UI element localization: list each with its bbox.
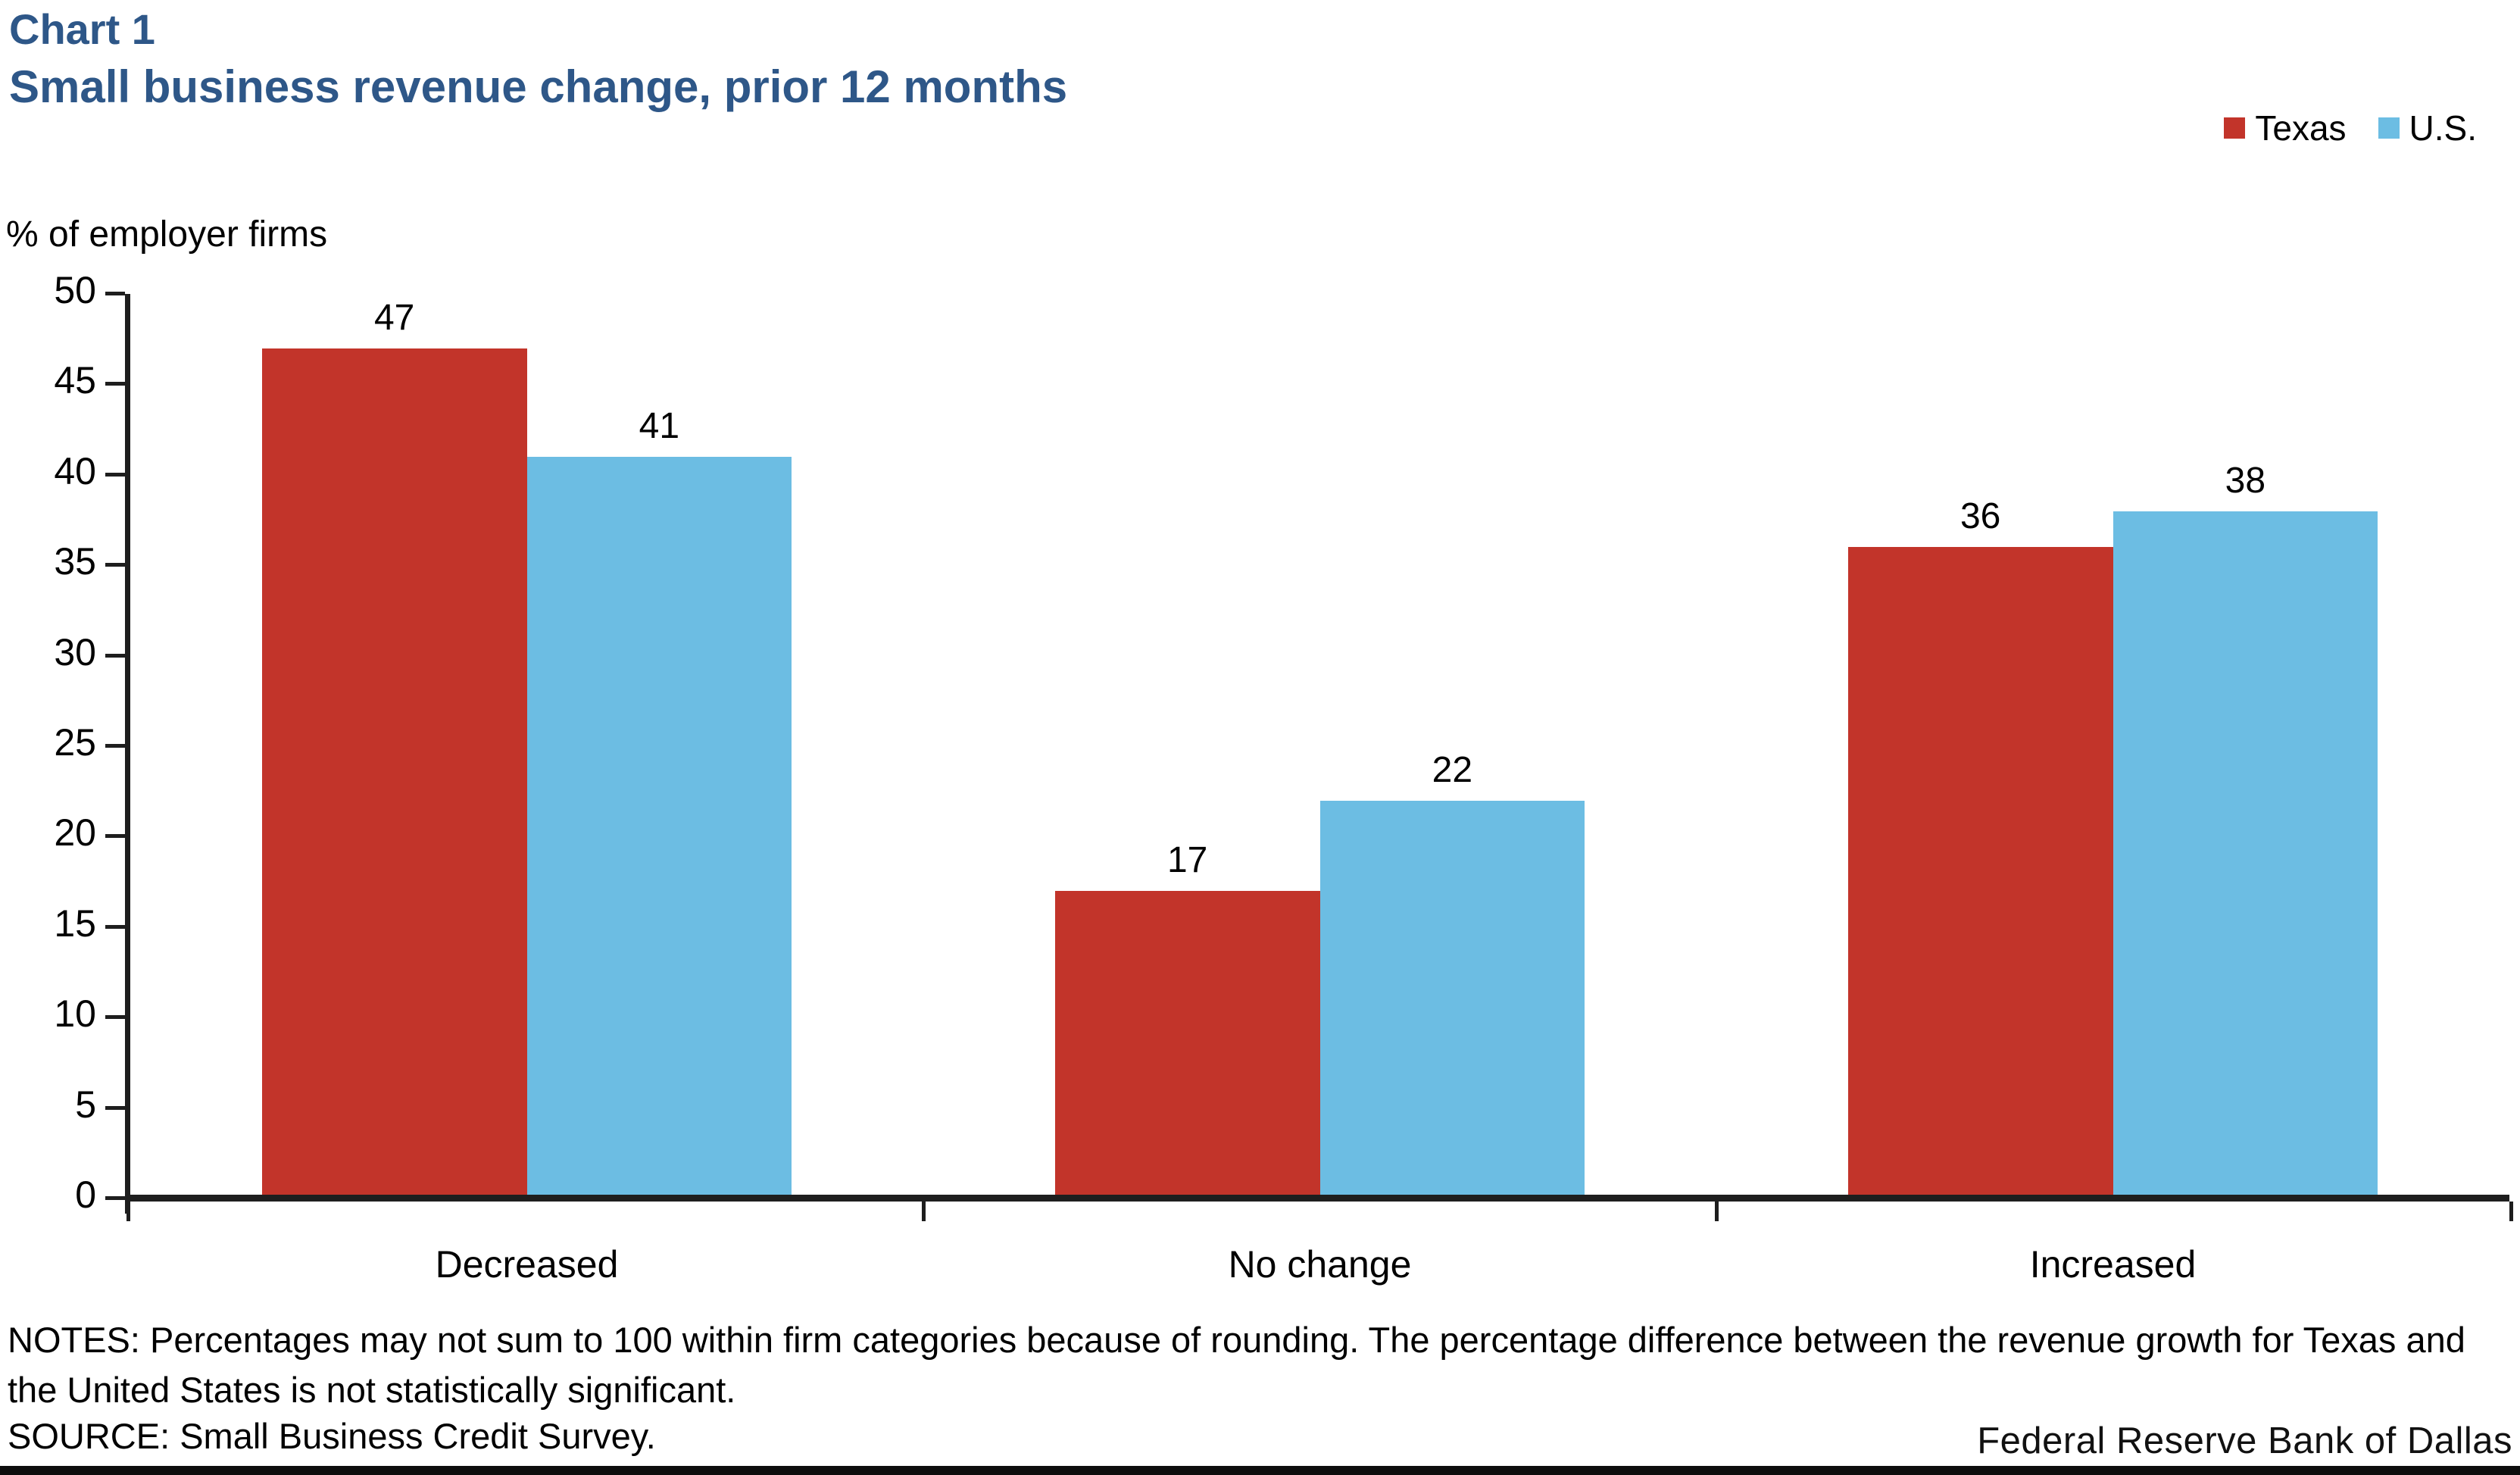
y-tick-mark (105, 744, 125, 748)
x-tick-mark (2509, 1202, 2513, 1221)
bar-value-label: 36 (1959, 496, 2001, 537)
page-title: Small business revenue change, prior 12 … (9, 61, 1068, 112)
y-tick-label: 15 (54, 902, 96, 945)
branding-text: Federal Reserve Bank of Dallas (1977, 1420, 2512, 1461)
y-tick-label: 30 (54, 630, 96, 673)
bar-group-decreased: 47 41 Decreased (130, 294, 923, 1283)
y-tick-mark (105, 834, 125, 839)
y-tick-label: 40 (54, 449, 96, 492)
y-tick-label: 25 (54, 721, 96, 764)
y-tick-mark (105, 1196, 125, 1200)
bar-texas-no-change: 17 (1054, 842, 1320, 1198)
x-axis-line (125, 1195, 2509, 1202)
y-tick-mark (105, 563, 125, 567)
category-label-no-change: No change (1228, 1243, 1412, 1286)
texas-swatch-icon (2224, 117, 2246, 139)
x-tick-mark (126, 1202, 130, 1221)
bar-value-label: 47 (373, 297, 415, 338)
legend-label-us: U.S. (2409, 108, 2477, 148)
legend-label-texas: Texas (2255, 108, 2347, 148)
bar-value-label: 38 (2225, 460, 2266, 501)
bar-u-s-decreased: 41 (526, 408, 792, 1198)
bar-value-label: 22 (1432, 749, 1473, 790)
us-swatch-icon (2378, 117, 2400, 139)
legend: Texas U.S. (2224, 108, 2477, 148)
x-tick-mark (1714, 1202, 1719, 1221)
y-tick-label: 50 (54, 269, 96, 311)
bar-chart-plot: 47 41 Decreased 17 22 No change 36 38 Increased … (54, 271, 2513, 1283)
y-tick-mark (105, 1015, 125, 1020)
source-text: SOURCE: Small Business Credit Survey. (8, 1416, 656, 1456)
bar-group-no-change: 17 22 No change (923, 294, 1716, 1283)
notes-text: NOTES: Percentages may not sum to 100 wi… (8, 1320, 2465, 1410)
y-tick-mark (105, 382, 125, 386)
y-tick-mark (105, 1105, 125, 1110)
y-tick-label: 5 (75, 1083, 96, 1126)
y-axis-unit-label: % of employer firms (6, 214, 328, 255)
y-tick-label: 35 (54, 540, 96, 583)
chart-number: Chart 1 (9, 5, 155, 53)
bar-groups: 47 41 Decreased 17 22 No change 36 38 Increased (130, 294, 2509, 1283)
y-tick-mark (105, 653, 125, 658)
y-tick-label: 45 (54, 359, 96, 402)
legend-item-us: U.S. (2378, 108, 2477, 148)
y-tick-mark (105, 292, 125, 295)
bar-u-s-increased: 38 (2112, 462, 2378, 1198)
bar-u-s-no-change: 22 (1319, 752, 1585, 1198)
y-axis-line (125, 294, 130, 1214)
category-label-decreased: Decreased (435, 1243, 619, 1286)
x-tick-mark (921, 1202, 926, 1221)
bar-value-label: 41 (639, 405, 680, 446)
bar-texas-decreased: 47 (261, 299, 527, 1198)
y-tick-mark (105, 924, 125, 929)
bar-group-increased: 36 38 Increased (1716, 294, 2509, 1283)
y-tick-label: 10 (54, 992, 96, 1036)
bar-value-label: 17 (1166, 840, 1208, 881)
y-tick-mark (105, 472, 125, 477)
category-label-increased: Increased (2029, 1243, 2197, 1286)
y-tick-label: 0 (75, 1173, 96, 1216)
bottom-band (0, 1466, 2520, 1475)
legend-item-texas: Texas (2224, 108, 2347, 148)
y-tick-label: 20 (54, 811, 96, 855)
bar-texas-increased: 36 (1847, 498, 2113, 1198)
